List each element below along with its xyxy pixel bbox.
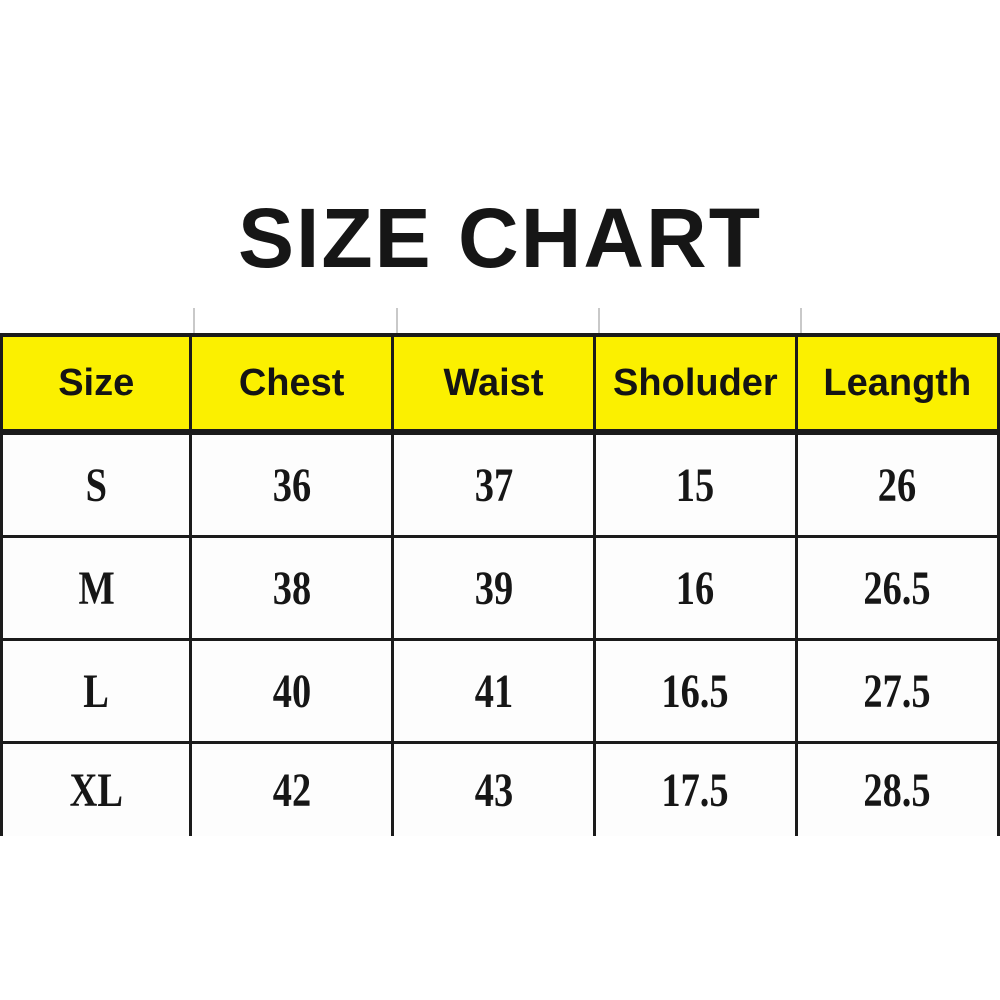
size-table: Size Chest Waist Sholuder Leangth S 36 3… — [0, 333, 1000, 836]
cell-waist: 43 — [394, 744, 597, 836]
cell-value: 36 — [272, 458, 311, 512]
cell-waist: 39 — [394, 538, 597, 638]
cell-shoulder: 16 — [596, 538, 798, 638]
cell-value: 38 — [272, 561, 311, 615]
table-row-xl: XL 42 43 17.5 28.5 — [3, 744, 997, 836]
cell-value: 37 — [474, 458, 513, 512]
column-guide-line — [800, 308, 802, 334]
cell-value: XL — [69, 763, 123, 817]
table-header-row: Size Chest Waist Sholuder Leangth — [3, 337, 997, 435]
cell-value: S — [85, 458, 107, 512]
cell-length: 28.5 — [798, 744, 997, 836]
cell-length: 27.5 — [798, 641, 997, 741]
cell-value: 15 — [676, 458, 715, 512]
cell-size: M — [3, 538, 193, 638]
cell-size: S — [3, 435, 193, 535]
cell-shoulder: 16.5 — [596, 641, 798, 741]
cell-length: 26 — [798, 435, 997, 535]
cell-value: 42 — [272, 763, 311, 817]
header-cell-waist: Waist — [394, 337, 597, 429]
cell-size: L — [3, 641, 193, 741]
table-row-l: L 40 41 16.5 27.5 — [3, 641, 997, 744]
cell-value: 43 — [474, 763, 513, 817]
cell-value: 39 — [474, 561, 513, 615]
table-row-s: S 36 37 15 26 — [3, 435, 997, 538]
cell-shoulder: 17.5 — [596, 744, 798, 836]
header-cell-chest: Chest — [192, 337, 394, 429]
cell-value: 41 — [474, 664, 513, 718]
header-cell-length: Leangth — [823, 361, 972, 404]
cell-value: 16 — [676, 561, 715, 615]
cell-value: 28.5 — [863, 763, 931, 817]
table-row-m: M 38 39 16 26.5 — [3, 538, 997, 641]
cell-value: 17.5 — [661, 763, 729, 817]
cell-chest: 40 — [192, 641, 394, 741]
cell-shoulder: 15 — [596, 435, 798, 535]
cell-value: 16.5 — [661, 664, 729, 718]
cell-value: 40 — [272, 664, 311, 718]
cell-value: 26.5 — [863, 561, 931, 615]
header-cell-shoulder: Sholuder — [596, 337, 798, 429]
cell-value: L — [83, 664, 110, 718]
cell-size: XL — [3, 744, 193, 836]
column-guide-line — [396, 308, 398, 334]
cell-chest: 38 — [192, 538, 394, 638]
page-title: SIZE CHART — [238, 191, 762, 285]
cell-value: 27.5 — [863, 664, 931, 718]
cell-waist: 41 — [394, 641, 597, 741]
header-cell-size: Size — [3, 337, 193, 429]
column-guide-line — [598, 308, 600, 334]
cell-chest: 42 — [192, 744, 394, 836]
cell-value: M — [78, 561, 115, 615]
cell-length: 26.5 — [798, 538, 997, 638]
cell-waist: 37 — [394, 435, 597, 535]
column-guide-line — [193, 308, 195, 334]
cell-value: 26 — [878, 458, 917, 512]
cell-chest: 36 — [192, 435, 394, 535]
